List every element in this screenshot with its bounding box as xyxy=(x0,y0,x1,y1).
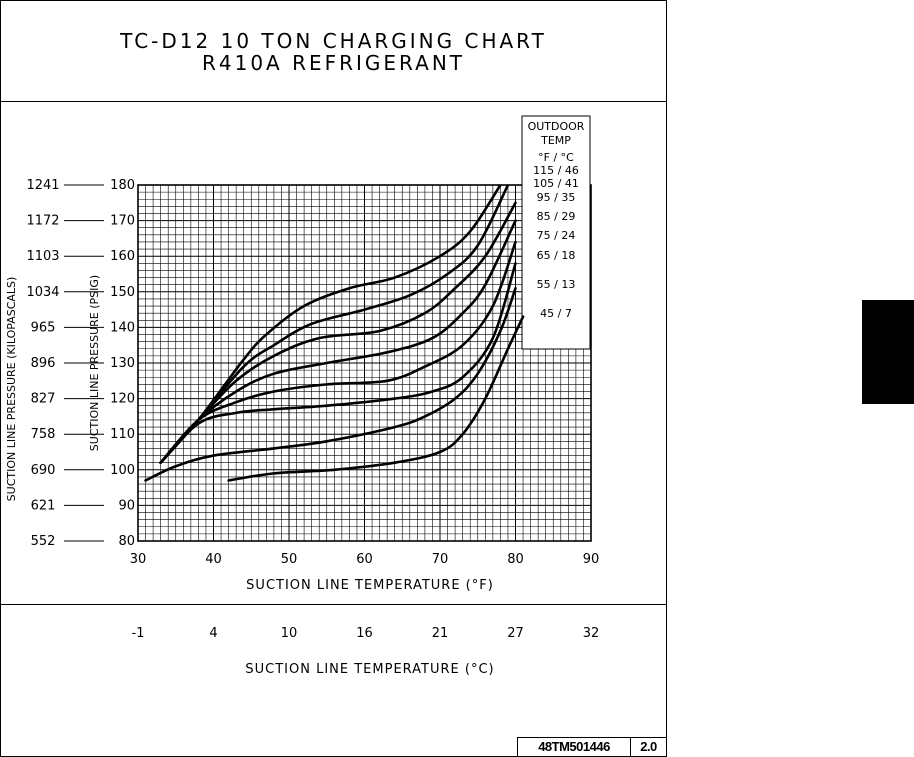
legend-entry: 85 / 29 xyxy=(537,210,576,223)
y-tick-label-psig: 100 xyxy=(110,463,135,478)
chart-title: TC-D12 10 TON CHARGING CHART xyxy=(120,29,547,53)
legend-box xyxy=(521,115,591,350)
y-tick-label-psig: 170 xyxy=(110,214,135,229)
x-tick-label-fahrenheit: 90 xyxy=(583,552,600,567)
x-tick-label-fahrenheit: 80 xyxy=(507,552,524,567)
x-tick-label-fahrenheit: 60 xyxy=(356,552,373,567)
x-tick-label-celsius: 4 xyxy=(209,626,217,641)
charging-chart: OUTDOOR TEMP °F / °C 80 90 100 110 120 130 140… xyxy=(5,115,600,677)
y-tick-label-kpa: 827 xyxy=(31,392,56,407)
legend-entry: 65 / 18 xyxy=(537,249,576,262)
y-tick-label-kpa: 896 xyxy=(31,356,56,371)
series-line xyxy=(159,219,517,464)
legend-entry: 105 / 41 xyxy=(533,177,579,190)
y-tick-label-kpa: 690 xyxy=(31,463,56,478)
legend-entry: 95 / 35 xyxy=(537,191,576,204)
y-tick-label-psig: 180 xyxy=(110,178,135,193)
y-tick-label-kpa: 1034 xyxy=(26,285,59,300)
plot-border xyxy=(137,184,592,542)
grid xyxy=(137,184,592,542)
legend-area: OUTDOOR TEMP °F / °C xyxy=(521,115,591,350)
x-axis-fahrenheit: 30 40 50 60 70 80 90 xyxy=(130,552,600,567)
y-tick-label-psig: 120 xyxy=(110,392,135,407)
legend-entry: 75 / 24 xyxy=(537,229,576,242)
x-axis-title-fahrenheit: SUCTION LINE TEMPERATURE (°F) xyxy=(246,578,494,593)
x-tick-label-celsius: 16 xyxy=(356,626,373,641)
series-line xyxy=(159,240,517,464)
legend-title-line1: OUTDOOR xyxy=(528,120,585,133)
celsius-divider xyxy=(0,604,667,605)
chart-subtitle: R410A REFRIGERANT xyxy=(201,51,466,75)
y-tick-label-psig: 130 xyxy=(110,356,135,371)
series-line xyxy=(227,315,525,482)
y-axis-title-kpa: SUCTION LINE PRESSURE (KILOPASCALS) xyxy=(5,277,18,502)
y-tick-label-kpa: 621 xyxy=(31,498,56,513)
x-tick-label-fahrenheit: 30 xyxy=(130,552,147,567)
y-axis-title-psig: SUCTION LINE PRESSURE (PSIG) xyxy=(88,275,101,451)
document-number: 48TM501446 xyxy=(517,737,631,757)
y-tick-label-psig: 110 xyxy=(110,427,135,442)
legend-units: °F / °C xyxy=(538,151,574,164)
y-tick-label-psig: 90 xyxy=(118,498,135,513)
x-tick-label-fahrenheit: 70 xyxy=(432,552,449,567)
legend-entry: 115 / 46 xyxy=(533,164,579,177)
y-tick-label-psig: 150 xyxy=(110,285,135,300)
series-line xyxy=(159,262,517,464)
x-tick-label-celsius: -1 xyxy=(132,626,145,641)
y-axis-kpa: 552 621 690 758 827 896 965 1034 1103 1172 1241 xyxy=(26,178,104,549)
x-tick-label-celsius: 21 xyxy=(432,626,449,641)
legend-entry: 45 / 7 xyxy=(540,307,572,320)
series-lines xyxy=(144,185,525,482)
y-tick-label-psig: 80 xyxy=(118,534,135,549)
y-tick-label-psig: 140 xyxy=(110,320,135,335)
y-tick-label-psig: 160 xyxy=(110,249,135,264)
series-line xyxy=(159,185,502,464)
series-line xyxy=(144,286,517,482)
x-tick-label-celsius: 27 xyxy=(507,626,524,641)
y-tick-label-kpa: 965 xyxy=(31,320,56,335)
y-axis-psig: 80 90 100 110 120 130 140 150 160 170 180 xyxy=(110,178,135,549)
series-line xyxy=(159,201,517,464)
y-tick-label-kpa: 1172 xyxy=(26,214,59,229)
legend-title-line2: TEMP xyxy=(540,134,571,147)
document-version: 2.0 xyxy=(630,737,667,757)
y-tick-label-kpa: 758 xyxy=(31,427,56,442)
x-tick-label-fahrenheit: 40 xyxy=(205,552,222,567)
x-tick-label-celsius: 10 xyxy=(281,626,298,641)
y-tick-label-kpa: 1103 xyxy=(26,249,59,264)
y-tick-label-kpa: 552 xyxy=(31,534,56,549)
legend-entry: 55 / 13 xyxy=(537,278,576,291)
x-tick-label-celsius: 32 xyxy=(583,626,600,641)
x-axis-title-celsius: SUCTION LINE TEMPERATURE (°C) xyxy=(245,662,494,677)
series-line xyxy=(159,185,510,464)
x-tick-label-fahrenheit: 50 xyxy=(281,552,298,567)
x-axis-celsius: -1 4 10 16 21 27 32 xyxy=(132,626,600,641)
title-divider xyxy=(0,101,667,102)
y-tick-label-kpa: 1241 xyxy=(26,178,59,193)
section-tab-marker xyxy=(862,300,914,404)
